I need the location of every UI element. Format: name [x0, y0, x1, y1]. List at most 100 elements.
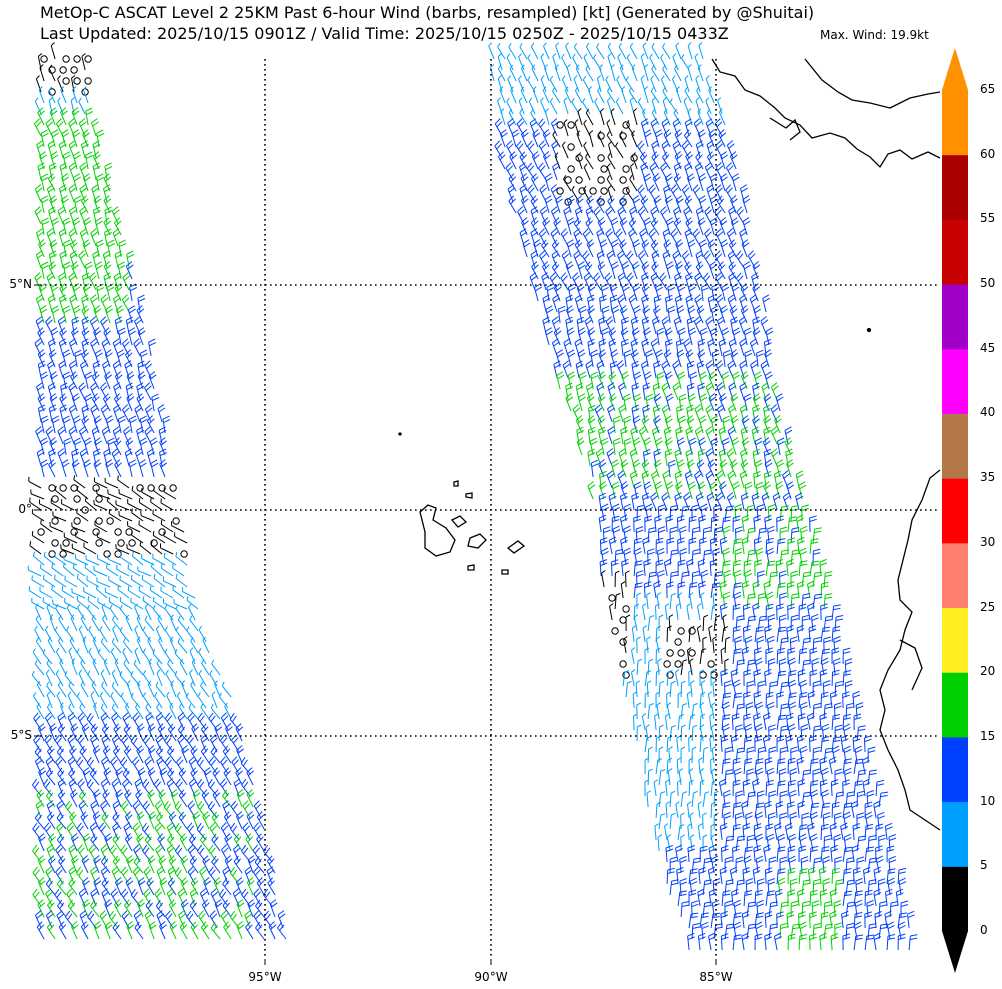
map-title: MetOp-C ASCAT Level 2 25KM Past 6-hour W…: [40, 3, 815, 22]
wind-barb: [620, 514, 628, 533]
wind-barb: [127, 564, 141, 577]
wind-barb: [761, 382, 770, 401]
wind-barb: [862, 778, 871, 797]
calm-marker: [600, 165, 608, 173]
wind-barb: [538, 162, 547, 181]
wind-barb: [821, 789, 830, 808]
wind-barb: [163, 800, 174, 819]
wind-barb: [687, 801, 692, 819]
wind-barb: [774, 822, 782, 841]
wind-barb: [93, 855, 102, 874]
wind-barb: [159, 921, 167, 940]
wind-barb: [137, 360, 146, 379]
wind-barb: [101, 888, 110, 907]
wind-barb: [728, 404, 736, 423]
wind-barb: [670, 228, 679, 247]
wind-barb: [599, 64, 605, 82]
wind-barb: [575, 64, 583, 82]
wind-barb: [95, 261, 103, 280]
wind-barb: [726, 140, 735, 159]
wind-barb: [705, 360, 714, 379]
wind-barb: [739, 470, 748, 489]
wind-barb: [142, 670, 152, 687]
colorbar-segment: [942, 90, 968, 156]
wind-barb: [122, 338, 130, 357]
wind-barb: [499, 129, 508, 148]
wind-barb: [125, 614, 133, 632]
wind-barb: [784, 437, 793, 456]
wind-barb: [156, 756, 165, 775]
calm-marker: [136, 484, 144, 492]
wind-barb: [32, 866, 42, 885]
wind-barb: [718, 778, 727, 797]
wind-barb: [720, 735, 729, 753]
wind-barb: [40, 371, 48, 390]
wind-barb: [198, 648, 207, 665]
wind-barb: [534, 283, 542, 302]
wind-barb: [675, 338, 684, 357]
wind-barb: [721, 758, 731, 775]
wind-barb: [712, 680, 717, 698]
wind-barb: [823, 636, 832, 654]
wind-barb: [105, 415, 114, 434]
wind-barb: [37, 327, 45, 346]
wind-barb: [787, 647, 795, 665]
wind-barb: [796, 580, 805, 599]
wind-barb: [651, 261, 660, 280]
wind-barb: [189, 888, 198, 907]
wind-barb: [208, 844, 218, 863]
wind-barb: [46, 681, 56, 698]
wind-barb: [253, 800, 262, 819]
wind-barb: [551, 316, 560, 335]
wind-barb: [833, 657, 841, 676]
wind-barb: [633, 547, 642, 566]
wind-barb: [779, 637, 789, 654]
wind-barb: [585, 206, 594, 225]
wind-barb: [57, 681, 67, 698]
wind-barb: [787, 516, 797, 533]
wind-barb: [601, 305, 610, 324]
wind-barb: [740, 492, 749, 511]
wind-barb: [166, 691, 174, 709]
wind-barb: [746, 768, 754, 786]
wind-barb: [122, 768, 133, 786]
wind-barb: [77, 778, 86, 797]
wind-barb: [831, 604, 841, 621]
wind-barb: [641, 239, 650, 258]
calm-marker: [117, 539, 125, 547]
wind-barb: [853, 758, 864, 775]
wind-barb: [607, 153, 616, 170]
wind-barb: [675, 42, 682, 60]
wind-barb: [158, 636, 166, 654]
wind-barb: [633, 393, 642, 412]
wind-barb: [800, 525, 808, 544]
calm-marker: [62, 539, 70, 547]
wind-barb: [641, 338, 650, 357]
wind-barb: [738, 316, 747, 335]
wind-barb: [767, 525, 775, 544]
wind-barb: [71, 543, 86, 555]
wind-barb: [222, 745, 232, 764]
wind-barb: [675, 844, 683, 863]
wind-barb: [29, 541, 42, 555]
wind-barb: [764, 459, 773, 478]
wind-barb: [566, 239, 575, 258]
wind-barb: [686, 404, 695, 423]
wind-barb: [35, 615, 45, 632]
wind-barb: [220, 910, 229, 929]
wind-barb: [518, 75, 525, 93]
wind-barb: [202, 636, 210, 654]
wind-barb: [687, 239, 696, 258]
wind-barb: [625, 681, 632, 698]
wind-barb: [589, 437, 598, 456]
wind-barb: [654, 437, 663, 456]
wind-barb: [685, 349, 694, 368]
wind-barb: [146, 415, 155, 434]
wind-barb: [583, 272, 592, 291]
wind-barb: [69, 636, 78, 654]
wind-barb: [40, 519, 53, 533]
wind-barb: [210, 888, 219, 907]
wind-barb: [199, 888, 208, 907]
wind-barb: [99, 691, 108, 709]
calm-marker: [73, 55, 81, 63]
